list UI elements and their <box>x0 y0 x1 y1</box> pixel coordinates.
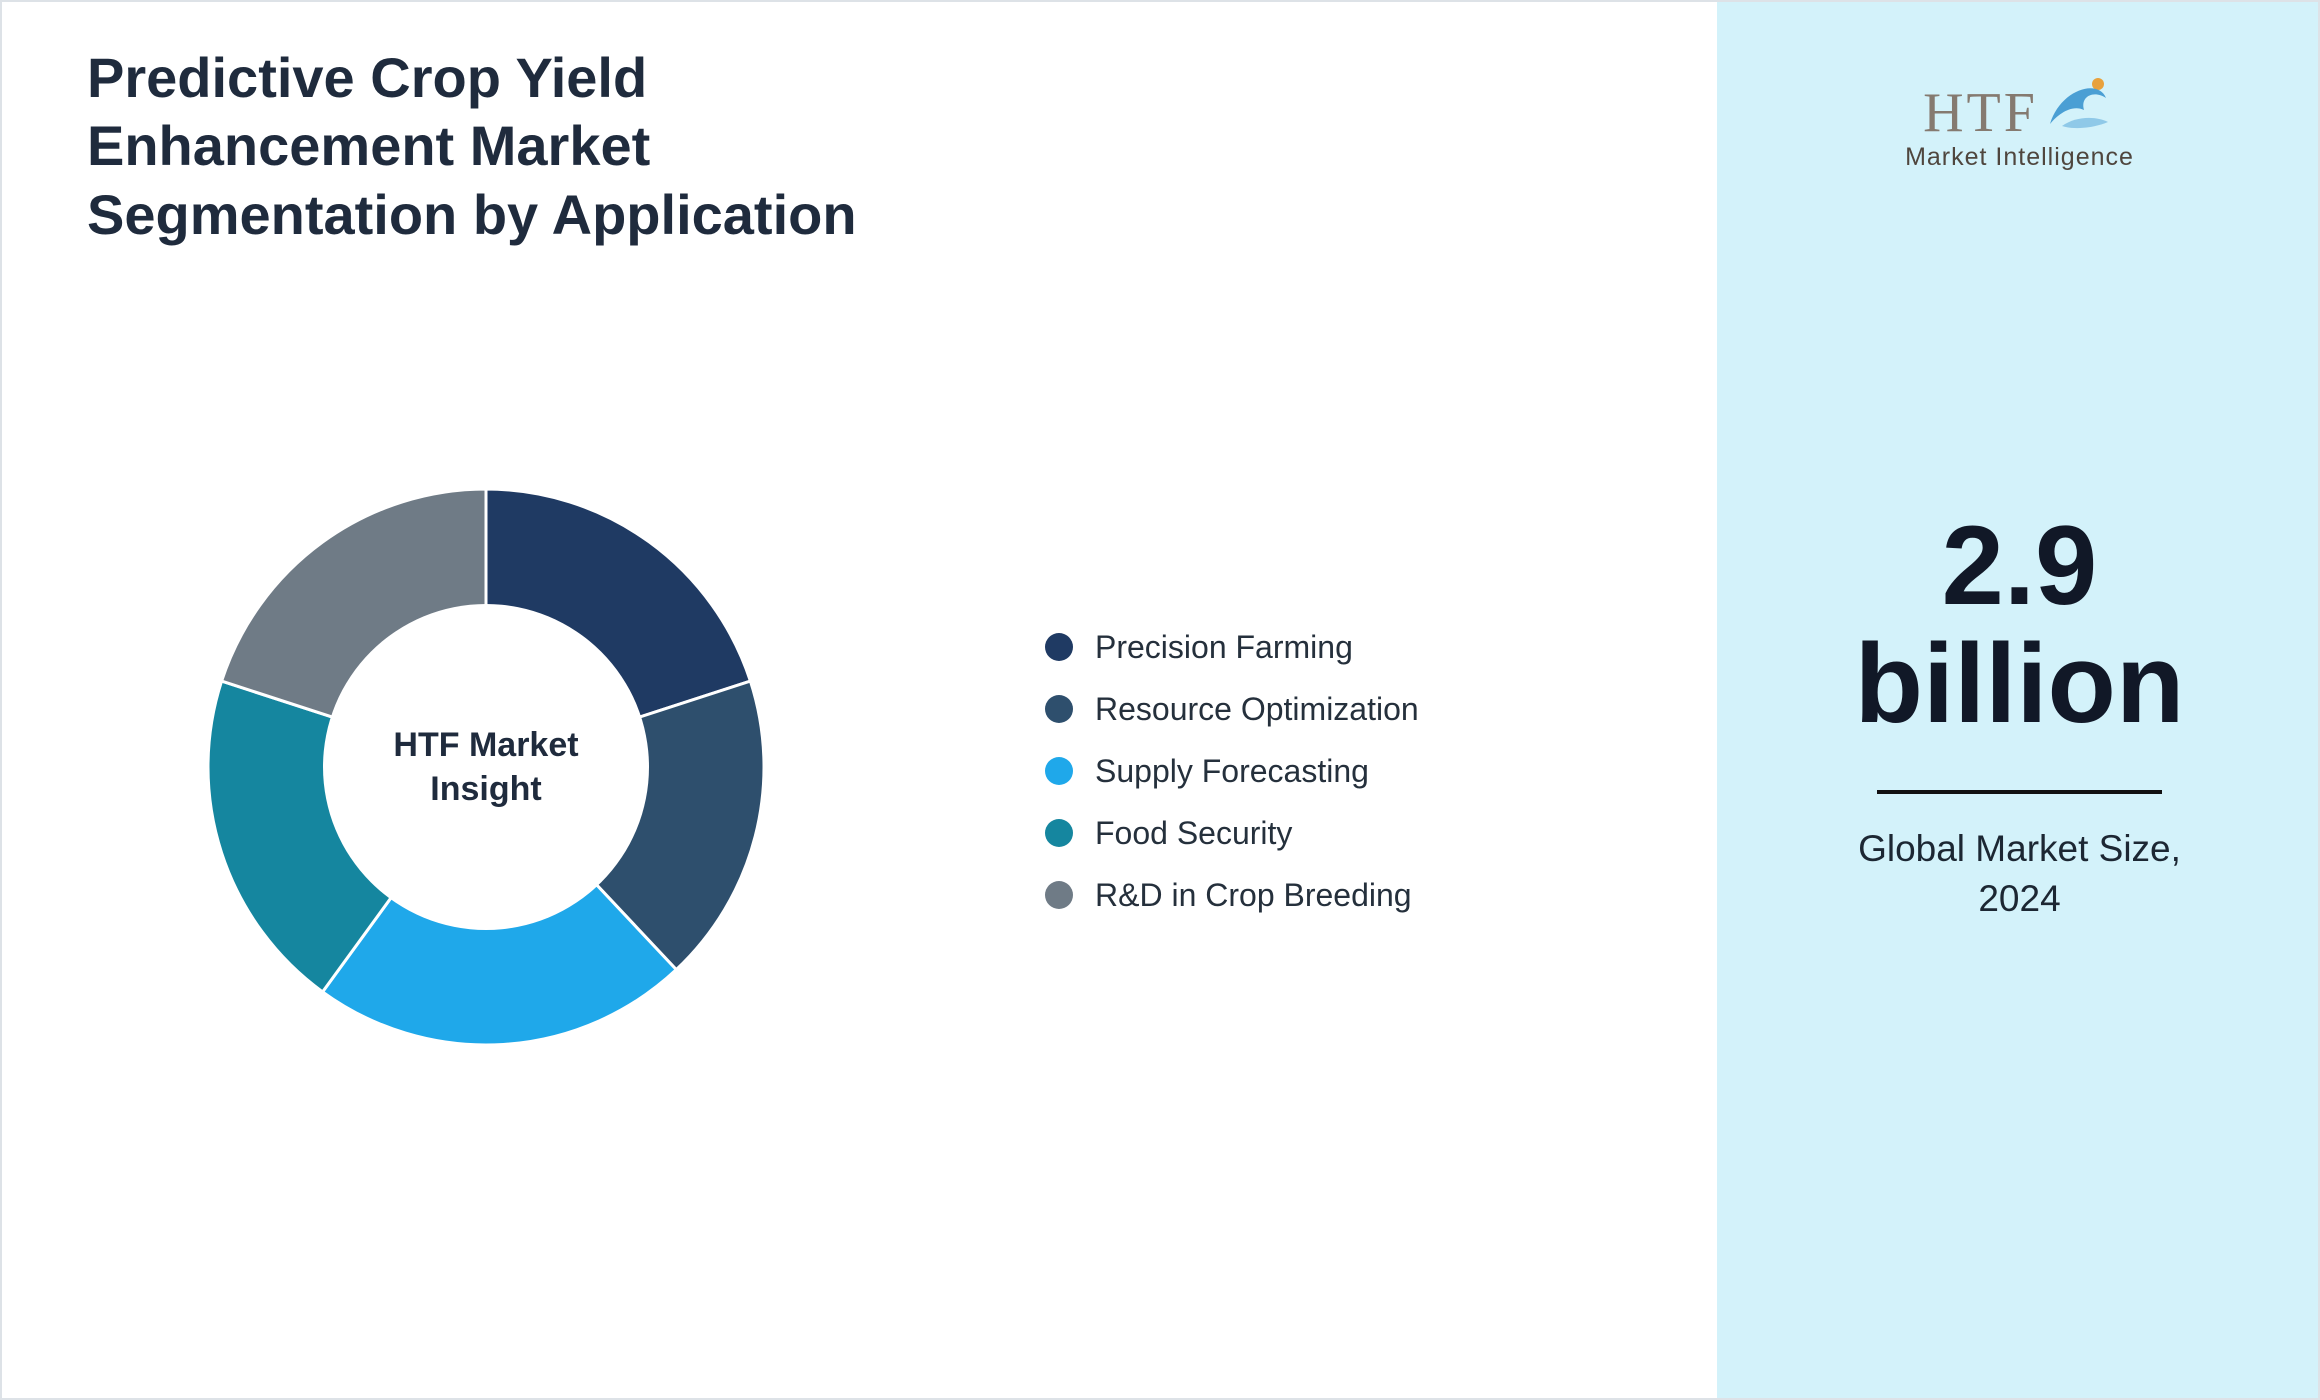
legend-item-4: R&D in Crop Breeding <box>1045 876 1419 913</box>
donut-chart: HTF Market Insight <box>201 482 771 1052</box>
logo-row: HTF <box>1923 72 2116 141</box>
chart-legend: Precision Farming Resource Optimization Su… <box>1045 628 1419 913</box>
donut-center-label: HTF Market Insight <box>393 725 579 808</box>
legend-dot-icon <box>1045 881 1073 909</box>
legend-dot-icon <box>1045 695 1073 723</box>
legend-label: R&D in Crop Breeding <box>1095 876 1412 913</box>
market-size-caption: Global Market Size, 2024 <box>1858 828 2181 920</box>
legend-label: Precision Farming <box>1095 628 1353 665</box>
legend-dot-icon <box>1045 819 1073 847</box>
logo-text: HTF <box>1923 82 2038 144</box>
logo-subtext: Market Intelligence <box>1905 143 2134 171</box>
legend-label: Food Security <box>1095 814 1293 851</box>
page-title: Predictive Crop Yield Enhancement Market… <box>87 46 857 246</box>
side-panel: HTF Market Intelligence 2.9 billion Glob… <box>1717 2 2318 1398</box>
divider-line <box>1877 790 2162 795</box>
market-size-number: 2.9 <box>1941 503 2098 628</box>
dolphin-logo-icon <box>2042 72 2116 139</box>
brand-logo: HTF Market Intelligence <box>1905 72 2134 172</box>
legend-label: Supply Forecasting <box>1095 752 1369 789</box>
donut-svg <box>206 487 766 1047</box>
legend-item-1: Resource Optimization <box>1045 690 1419 727</box>
market-size-unit: billion <box>1854 620 2185 746</box>
legend-dot-icon <box>1045 757 1073 785</box>
legend-item-3: Food Security <box>1045 814 1419 851</box>
legend-label: Resource Optimization <box>1095 690 1419 727</box>
donut-hole <box>323 604 649 930</box>
legend-item-0: Precision Farming <box>1045 628 1419 665</box>
legend-dot-icon <box>1045 633 1073 661</box>
legend-item-2: Supply Forecasting <box>1045 752 1419 789</box>
market-size-value: 2.9 billion <box>1855 507 2185 742</box>
